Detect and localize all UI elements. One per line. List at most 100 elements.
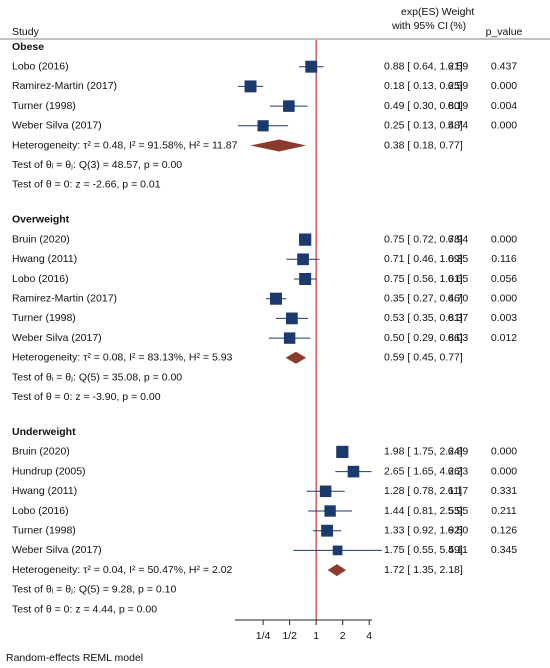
p-value: 0.345 [491, 544, 517, 556]
p-value: 0.000 [491, 80, 517, 92]
effect-label: 0.49 [ 0.30, 0.80] [384, 100, 463, 112]
heterogeneity: Heterogeneity: τ² = 0.48, I² = 91.58%, H… [12, 139, 238, 151]
study-name: Weber Silva (2017) [12, 120, 102, 132]
effect-label: 1.44 [ 0.81, 2.55] [384, 505, 463, 517]
weight: 6.03 [448, 332, 469, 344]
effect-label: 0.75 [ 0.56, 1.01] [384, 273, 463, 285]
effect-label: 0.71 [ 0.46, 1.09] [384, 253, 463, 265]
p-value: 0.056 [491, 273, 517, 285]
effect-label: 1.75 [ 0.55, 5.59] [384, 544, 463, 556]
study-name: Weber Silva (2017) [12, 332, 102, 344]
p-value: 0.000 [491, 233, 517, 245]
effect-box [299, 233, 312, 246]
p-value: 0.116 [491, 253, 517, 265]
effect-box [319, 485, 332, 498]
study-name: Weber Silva (2017) [12, 544, 102, 556]
weight: 5.95 [448, 505, 469, 517]
header-weight-sub: (%) [450, 20, 466, 32]
weight: 6.50 [448, 524, 469, 536]
test-homogeneity: Test of θᵢ = θⱼ: Q(5) = 9.28, p = 0.10 [12, 584, 176, 596]
study-name: Hwang (2011) [12, 485, 77, 497]
effect-label: 0.53 [ 0.35, 0.81] [384, 312, 463, 324]
p-value: 0.000 [491, 120, 517, 132]
study-name: Turner (1998) [12, 100, 76, 112]
weight: 4.11 [448, 544, 468, 556]
study-name: Ramirez-Martin (2017) [12, 80, 117, 92]
effect-label: 0.18 [ 0.13, 0.25] [384, 80, 463, 92]
effect-box [283, 332, 296, 344]
effect-label: 0.35 [ 0.27, 0.46] [384, 292, 463, 304]
p-value: 0.003 [491, 312, 517, 324]
test-effect: Test of θ = 0: z = -3.90, p = 0.00 [12, 391, 161, 403]
header-effect: exp(ES) [401, 6, 439, 18]
effect-label: 1.28 [ 0.78, 2.11] [384, 485, 462, 497]
header-p-value: p_value [486, 26, 523, 38]
x-tick-label: 1 [313, 630, 319, 642]
weight: 6.23 [448, 465, 469, 477]
p-value: 0.012 [491, 332, 517, 344]
summary-diamond [327, 564, 346, 577]
p-value: 0.437 [491, 60, 517, 72]
effect-box [269, 292, 282, 305]
weight: 6.37 [448, 312, 469, 324]
study-name: Bruin (2020) [12, 446, 70, 458]
p-value: 0.000 [491, 292, 517, 304]
study-name: Bruin (2020) [12, 233, 70, 245]
effect-label: 2.65 [ 1.65, 4.26] [384, 465, 463, 477]
p-value: 0.211 [491, 505, 517, 517]
test-homogeneity: Test of θᵢ = θⱼ: Q(3) = 48.57, p = 0.00 [12, 159, 182, 171]
p-value: 0.126 [491, 524, 517, 536]
weight: 6.89 [448, 446, 469, 458]
effect-box [305, 60, 318, 73]
p-value: 0.004 [491, 100, 517, 112]
summary-diamond [250, 139, 307, 152]
p-value: 0.000 [491, 465, 517, 477]
effect-label: 1.33 [ 0.92, 1.92] [384, 524, 463, 536]
model-note: Random-effects REML model [6, 652, 143, 664]
x-tick-label: 2 [340, 630, 346, 642]
effect-box [257, 120, 269, 132]
effect-box [347, 465, 360, 478]
effect-box [299, 273, 312, 285]
weight: 6.19 [448, 100, 469, 112]
p-value: 0.331 [491, 485, 517, 497]
effect-label: 1.98 [ 1.75, 2.24] [384, 446, 463, 458]
effect-box [321, 524, 334, 537]
group-name: Underweight [12, 426, 76, 438]
summary-diamond [285, 351, 307, 364]
header-weight: Weight [442, 6, 475, 18]
study-name: Lobo (2016) [12, 273, 69, 285]
study-name: Lobo (2016) [12, 505, 69, 517]
study-name: Hundrup (2005) [12, 465, 86, 477]
weight: 6.65 [448, 273, 469, 285]
test-effect: Test of θ = 0: z = 4.44, p = 0.00 [12, 603, 157, 615]
header-study: Study [12, 26, 40, 38]
effect-box [336, 445, 349, 459]
weight: 6.94 [448, 233, 469, 245]
effect-label: 0.88 [ 0.64, 1.21] [384, 60, 463, 72]
p-value: 0.000 [491, 446, 517, 458]
study-name: Turner (1998) [12, 524, 76, 536]
test-effect: Test of θ = 0: z = -2.66, p = 0.01 [12, 179, 161, 191]
effect-box [332, 545, 343, 556]
study-name: Ramirez-Martin (2017) [12, 292, 117, 304]
x-tick-label: 4 [366, 630, 372, 642]
weight: 6.35 [448, 253, 469, 265]
study-name: Hwang (2011) [12, 253, 77, 265]
test-homogeneity: Test of θᵢ = θⱼ: Q(5) = 35.08, p = 0.00 [12, 371, 182, 383]
group-name: Overweight [12, 214, 70, 226]
weight: 6.59 [448, 80, 469, 92]
effect-label: 0.25 [ 0.13, 0.48] [384, 120, 463, 132]
header-effect-sub: with 95% CI [391, 20, 448, 32]
effect-box [244, 80, 257, 93]
study-name: Lobo (2016) [12, 60, 69, 72]
weight: 6.70 [448, 292, 469, 304]
study-name: Turner (1998) [12, 312, 76, 324]
heterogeneity: Heterogeneity: τ² = 0.08, I² = 83.13%, H… [12, 352, 233, 364]
summary-label: 0.59 [ 0.45, 0.77] [384, 352, 463, 364]
weight: 6.17 [448, 485, 469, 497]
effect-label: 0.75 [ 0.72, 0.78] [384, 233, 463, 245]
x-tick-label: 1/4 [256, 630, 271, 642]
effect-box [297, 253, 309, 266]
